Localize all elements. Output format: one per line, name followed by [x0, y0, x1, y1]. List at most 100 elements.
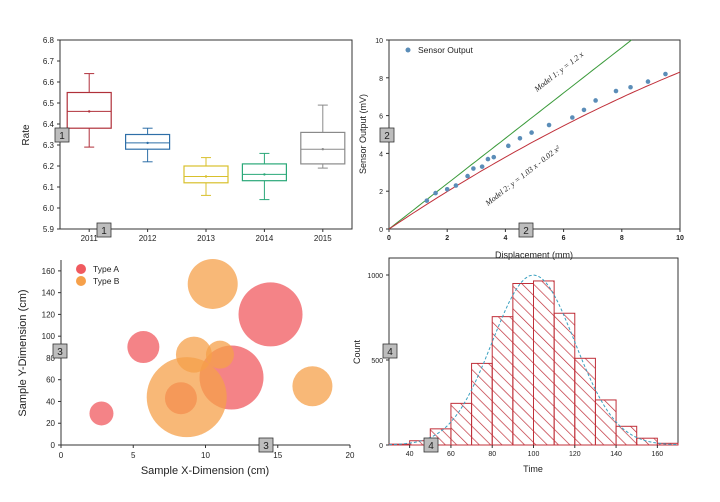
legend-type-a-marker — [76, 264, 86, 274]
sensor-xtick-label: 8 — [620, 235, 624, 242]
box-mean — [321, 148, 324, 151]
box-2015 — [300, 104, 346, 169]
histogram-bar — [491, 316, 514, 446]
histogram-bar — [450, 402, 473, 446]
boxplot-ytick-label: 6.0 — [43, 204, 55, 213]
histogram-bar — [574, 357, 596, 446]
bubble-xtick-label: 10 — [201, 451, 210, 460]
sensor-point — [581, 107, 587, 113]
bubble-ytick-label: 100 — [42, 332, 56, 341]
model-2-line — [388, 71, 681, 230]
boxplot-ytick-label: 6.5 — [43, 99, 55, 108]
box-mean — [263, 173, 266, 176]
bubble-type-a — [127, 331, 160, 364]
bubble-ytick-label: 60 — [46, 376, 55, 385]
sensor-xtick-label: 4 — [503, 235, 507, 242]
model-2-label: Model 2: y = 1.03 x - 0.02 x² — [483, 143, 562, 208]
boxplot-xtick-label: 2013 — [197, 234, 215, 243]
bubble-legend: Type A Type B — [76, 264, 120, 286]
legend-type-b-label: Type B — [93, 276, 120, 286]
histogram-xtick-label: 160 — [652, 451, 664, 458]
sensor-point — [465, 173, 470, 179]
bubble-xlabel: Sample X-Dimension (cm) — [141, 465, 269, 477]
bubble-type-a — [238, 282, 303, 347]
sensor-point — [479, 164, 485, 169]
boxplot-ytick-label: 6.1 — [43, 183, 55, 192]
legend-type-a-label: Type A — [93, 264, 119, 274]
histogram-xtick-label: 40 — [406, 451, 414, 458]
tag-2a-text: 2 — [384, 131, 390, 142]
sensor-ytick-label: 2 — [379, 189, 383, 196]
boxplot-ytick-label: 6.4 — [43, 120, 55, 129]
sensor-point — [453, 183, 459, 188]
boxplot-ytick-label: 6.3 — [43, 141, 55, 150]
sensor-point — [529, 130, 534, 135]
histogram-bar — [656, 442, 679, 446]
tag-3a-text: 3 — [57, 347, 63, 358]
sensor-point — [546, 122, 552, 128]
tag-2a: 2 — [379, 127, 395, 143]
sensor-point — [491, 154, 497, 160]
bubble-ytick-label: 160 — [42, 267, 56, 276]
bubble-ytick-label: 20 — [46, 419, 55, 428]
sensor-point — [570, 115, 575, 120]
boxplot-ytick-label: 6.6 — [43, 78, 55, 87]
sensor-xtick-label: 0 — [387, 235, 391, 242]
bubble-xtick-label: 0 — [59, 451, 64, 460]
bubble-type-b — [292, 366, 333, 407]
histogram-ytick-label: 500 — [371, 358, 383, 365]
sensor-point — [433, 190, 438, 196]
histogram-bar — [636, 437, 658, 446]
bubble-xtick-label: 15 — [273, 451, 282, 460]
histogram-bar — [533, 280, 555, 446]
sensor-legend-marker — [405, 47, 411, 53]
bubble-ytick-label: 40 — [46, 397, 55, 406]
sensor-legend: Sensor Output — [405, 45, 473, 55]
tag-2b-text: 2 — [523, 226, 529, 237]
bubble-xtick-label: 5 — [131, 451, 136, 460]
histogram-bar — [471, 362, 493, 446]
tag-1b: 1 — [96, 222, 112, 238]
tag-1a-text: 1 — [59, 131, 65, 142]
box-mean — [146, 141, 149, 145]
sensor-ytick-label: 6 — [379, 114, 383, 121]
boxplot-ytick-label: 6.2 — [43, 162, 55, 171]
histogram-ytick-label: 1000 — [367, 273, 383, 280]
sensor-panel: Sensor Output (mV) Displacement (mm) 0 2 4… — [358, 38, 684, 260]
histogram-ytick-label: 0 — [379, 443, 383, 450]
sensor-point — [444, 187, 450, 192]
tag-4a: 4 — [382, 343, 398, 359]
box-2011 — [66, 73, 112, 148]
bubble-ylabel: Sample Y-Dimension (cm) — [17, 289, 29, 416]
sensor-legend-label: Sensor Output — [418, 45, 473, 55]
tag-4b-text: 4 — [428, 441, 434, 452]
histogram-xtick-label: 120 — [569, 451, 581, 458]
tag-3b: 3 — [258, 437, 274, 453]
sensor-ytick-label: 4 — [379, 151, 383, 158]
sensor-point — [663, 71, 668, 77]
sensor-point — [485, 156, 491, 162]
bubble-type-a — [89, 401, 114, 426]
boxplot-xtick-label: 2014 — [256, 234, 274, 243]
sensor-point — [593, 98, 598, 103]
tag-3b-text: 3 — [263, 441, 269, 452]
boxplot-ytick-label: 6.8 — [43, 36, 55, 45]
sensor-xtick-label: 6 — [562, 235, 566, 242]
bubble-ytick-label: 80 — [46, 354, 55, 363]
sensor-xlabel: Displacement (mm) — [495, 250, 573, 260]
box-body — [183, 165, 229, 184]
box-mean — [88, 110, 91, 113]
bubble-ytick-label: 140 — [42, 289, 56, 298]
histogram-xtick-label: 80 — [488, 451, 496, 458]
sensor-point — [506, 143, 511, 149]
box-2012 — [124, 127, 171, 163]
box-body — [241, 163, 287, 182]
histogram-bar — [615, 425, 638, 446]
boxplot-xtick-label: 2012 — [139, 234, 157, 243]
sensor-xtick-label: 2 — [445, 235, 449, 242]
tag-4b: 4 — [423, 437, 439, 453]
model-1-line — [388, 39, 632, 230]
sensor-point — [424, 198, 430, 203]
tag-1b-text: 1 — [101, 226, 107, 237]
